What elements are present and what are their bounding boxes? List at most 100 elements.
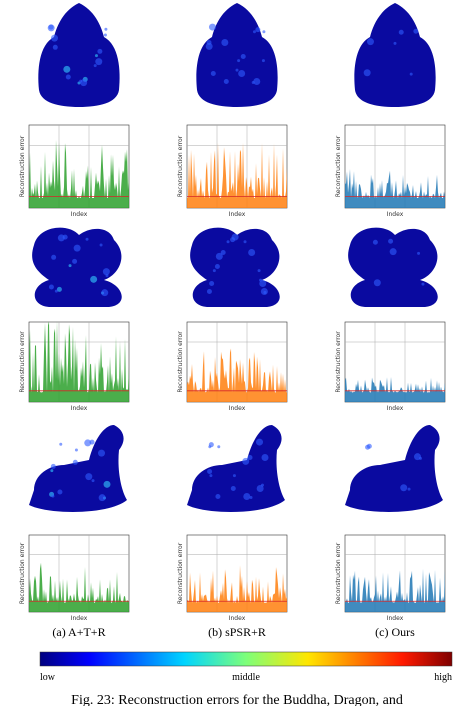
mesh-speckle xyxy=(89,439,95,445)
mesh-speckle xyxy=(409,72,413,76)
plot-noise xyxy=(345,168,445,208)
plot-noise xyxy=(187,348,287,402)
mesh-speckle xyxy=(260,287,268,295)
colorbar-low: low xyxy=(40,672,56,683)
mesh-speckle xyxy=(240,54,246,60)
plot-noise xyxy=(29,321,129,402)
mesh-speckle xyxy=(255,27,261,33)
mesh-speckle xyxy=(90,275,98,283)
mesh-speckle xyxy=(220,250,226,256)
x-axis-label: Index xyxy=(71,211,88,218)
mesh-surface xyxy=(196,3,278,107)
x-axis-label: Index xyxy=(387,405,404,412)
mesh-speckle xyxy=(84,439,92,447)
mesh-speckle xyxy=(226,240,230,244)
mesh-speckle xyxy=(232,474,236,478)
mesh-speckle xyxy=(94,54,98,58)
mesh-speckle xyxy=(252,30,256,34)
mesh-speckle xyxy=(51,254,57,260)
mesh-speckle xyxy=(85,237,89,241)
mesh-surface xyxy=(345,425,443,512)
mesh-speckle xyxy=(237,59,241,63)
mesh-speckle xyxy=(95,58,103,66)
mesh-speckle xyxy=(206,288,212,294)
y-axis-label: Reconstruction error xyxy=(177,135,184,197)
mesh-speckle xyxy=(217,445,221,449)
y-axis-label: Reconstruction error xyxy=(177,542,184,604)
mesh-speckle xyxy=(235,68,239,72)
mesh-speckle xyxy=(253,77,261,85)
x-axis-label: Index xyxy=(229,211,246,218)
mesh-speckle xyxy=(79,79,83,83)
plot-noise xyxy=(187,565,287,612)
x-axis-label: Index xyxy=(229,615,246,622)
x-axis-label: Index xyxy=(71,615,88,622)
mesh-speckle xyxy=(393,41,397,45)
mesh-speckle xyxy=(52,44,58,50)
colorbar xyxy=(39,651,453,667)
mesh-speckle xyxy=(398,29,404,35)
mesh xyxy=(190,227,280,307)
mesh-speckle xyxy=(209,474,213,478)
mesh-speckle xyxy=(400,484,408,492)
mesh-speckle xyxy=(247,455,253,461)
x-axis-label: Index xyxy=(387,615,404,622)
mesh-speckle xyxy=(98,449,106,457)
mesh-speckle xyxy=(73,244,81,252)
mesh-speckle xyxy=(59,442,63,446)
mesh-surface xyxy=(348,227,438,307)
mesh-speckle xyxy=(72,258,78,264)
mesh-speckle xyxy=(74,448,78,452)
mesh-speckle xyxy=(56,286,62,292)
mesh xyxy=(32,227,122,307)
mesh-speckle xyxy=(101,289,109,297)
mesh-speckle xyxy=(99,243,103,247)
mesh-speckle xyxy=(215,252,223,260)
mesh-surface xyxy=(354,3,436,107)
mesh-speckle xyxy=(48,24,54,30)
mesh-speckle xyxy=(104,27,108,31)
colorbar-middle: middle xyxy=(232,672,260,683)
mesh-speckle xyxy=(208,445,212,449)
mesh-speckle xyxy=(223,78,229,84)
mesh-speckle xyxy=(207,469,213,475)
y-axis-label: Reconstruction error xyxy=(19,331,26,393)
mesh-speckle xyxy=(257,269,261,273)
mesh-speckle xyxy=(373,279,381,287)
plot-noise xyxy=(187,142,287,208)
mesh-speckle xyxy=(242,457,250,465)
mesh xyxy=(29,425,127,512)
mesh-speckle xyxy=(372,239,378,245)
mesh-speckle xyxy=(221,38,229,46)
mesh xyxy=(348,227,438,307)
mesh-speckle xyxy=(231,233,239,241)
mesh-surface xyxy=(32,227,122,307)
mesh-speckle xyxy=(248,248,256,256)
mesh xyxy=(196,3,278,107)
mesh-speckle xyxy=(68,264,72,268)
mesh-speckle xyxy=(417,251,421,255)
mesh-speckle xyxy=(261,453,269,461)
mesh-speckle xyxy=(413,28,419,34)
mesh-speckle xyxy=(212,269,216,273)
mesh-speckle xyxy=(243,240,247,244)
y-axis-label: Reconstruction error xyxy=(335,331,342,393)
mesh-speckle xyxy=(389,248,397,256)
y-axis-label: Reconstruction error xyxy=(335,135,342,197)
mesh-speckle xyxy=(85,473,93,481)
mesh-speckle xyxy=(205,42,213,50)
mesh-speckle xyxy=(407,487,411,491)
mesh-speckle xyxy=(51,494,55,498)
mesh-speckle xyxy=(72,459,78,465)
mesh-speckle xyxy=(365,444,371,450)
mesh-speckle xyxy=(243,492,251,500)
y-axis-label: Reconstruction error xyxy=(177,331,184,393)
mesh xyxy=(345,425,443,512)
mesh-speckle xyxy=(102,268,110,276)
x-axis-label: Index xyxy=(71,405,88,412)
mesh xyxy=(38,3,120,107)
mesh xyxy=(187,425,285,512)
mesh-speckle xyxy=(91,479,95,483)
column-caption: (b) sPSR+R xyxy=(208,625,266,639)
